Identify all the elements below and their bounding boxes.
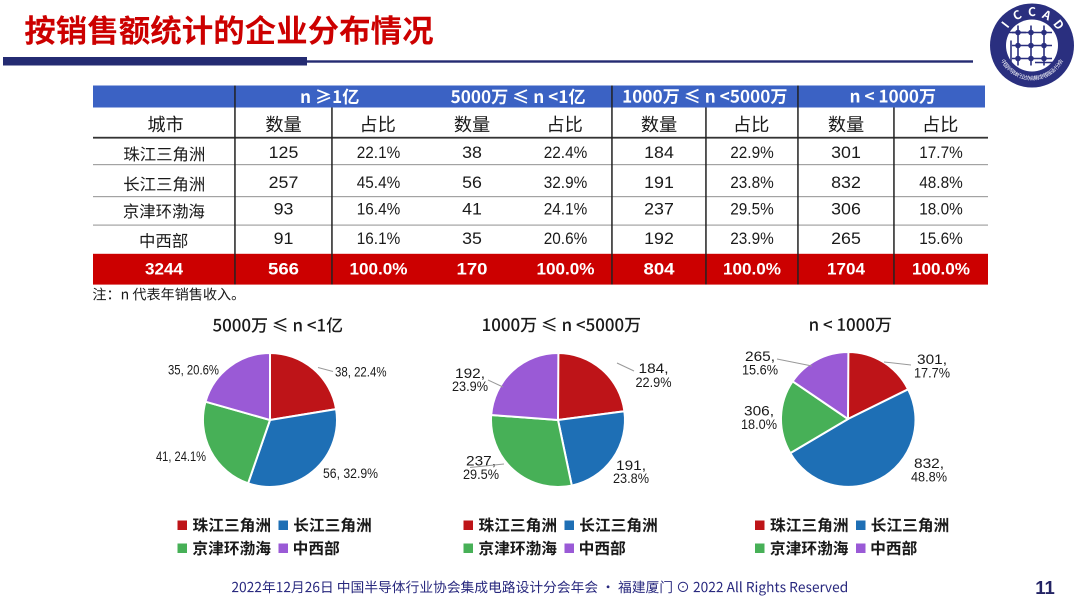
svg-text:191,: 191, (616, 458, 646, 473)
svg-text:100.0%: 100.0% (537, 260, 595, 279)
svg-text:35: 35 (462, 230, 482, 248)
svg-text:191: 191 (644, 174, 674, 192)
svg-text:237,: 237, (466, 454, 496, 469)
svg-text:22.9%: 22.9% (636, 375, 672, 390)
svg-text:41, 24.1%: 41, 24.1% (156, 449, 206, 464)
svg-text:1704: 1704 (827, 260, 866, 279)
svg-text:41: 41 (462, 201, 482, 219)
svg-text:91: 91 (274, 230, 294, 248)
svg-text:32.9%: 32.9% (544, 174, 588, 192)
svg-text:15.6%: 15.6% (919, 230, 963, 248)
svg-text:23.9%: 23.9% (730, 230, 774, 248)
svg-text:566: 566 (268, 260, 299, 279)
svg-text:257: 257 (269, 174, 299, 192)
svg-text:45.4%: 45.4% (357, 174, 401, 192)
svg-text:17.7%: 17.7% (919, 144, 963, 162)
svg-text:100.0%: 100.0% (912, 260, 970, 279)
svg-text:48.8%: 48.8% (911, 470, 947, 485)
svg-text:184,: 184, (639, 361, 669, 376)
svg-text:15.6%: 15.6% (742, 363, 778, 378)
svg-text:3244: 3244 (145, 260, 184, 279)
svg-text:22.9%: 22.9% (730, 144, 774, 162)
svg-text:16.1%: 16.1% (357, 230, 401, 248)
svg-text:23.8%: 23.8% (613, 471, 649, 486)
svg-text:23.8%: 23.8% (730, 174, 774, 192)
svg-text:192: 192 (644, 230, 674, 248)
svg-text:170: 170 (457, 260, 488, 279)
svg-text:100.0%: 100.0% (723, 260, 781, 279)
svg-text:11: 11 (1035, 577, 1055, 598)
svg-text:301: 301 (831, 144, 861, 162)
svg-text:38: 38 (462, 144, 482, 162)
svg-text:56: 56 (462, 174, 482, 192)
svg-text:22.4%: 22.4% (544, 144, 588, 162)
svg-text:56, 32.9%: 56, 32.9% (323, 466, 378, 481)
svg-text:17.7%: 17.7% (914, 366, 950, 381)
svg-text:301,: 301, (917, 352, 947, 367)
svg-text:192,: 192, (455, 366, 485, 381)
svg-text:35, 20.6%: 35, 20.6% (168, 363, 219, 378)
svg-text:237: 237 (644, 201, 674, 219)
svg-text:23.9%: 23.9% (452, 379, 488, 394)
svg-text:38, 22.4%: 38, 22.4% (335, 365, 387, 380)
svg-text:125: 125 (269, 144, 299, 162)
svg-text:832: 832 (831, 174, 861, 192)
svg-text:306: 306 (831, 201, 861, 219)
svg-text:29.5%: 29.5% (463, 467, 499, 482)
svg-text:29.5%: 29.5% (730, 201, 774, 219)
svg-text:100.0%: 100.0% (350, 260, 408, 279)
svg-text:832,: 832, (914, 456, 944, 471)
svg-text:18.0%: 18.0% (919, 201, 963, 219)
svg-text:804: 804 (644, 260, 676, 279)
svg-text:16.4%: 16.4% (357, 201, 401, 219)
svg-text:265: 265 (831, 230, 861, 248)
svg-text:18.0%: 18.0% (741, 417, 777, 432)
svg-text:184: 184 (644, 144, 674, 162)
svg-text:20.6%: 20.6% (544, 230, 588, 248)
svg-text:48.8%: 48.8% (919, 174, 963, 192)
svg-text:306,: 306, (744, 404, 774, 419)
svg-text:265,: 265, (745, 349, 775, 364)
svg-text:93: 93 (274, 201, 294, 219)
svg-text:22.1%: 22.1% (357, 144, 401, 162)
svg-text:24.1%: 24.1% (544, 201, 588, 219)
